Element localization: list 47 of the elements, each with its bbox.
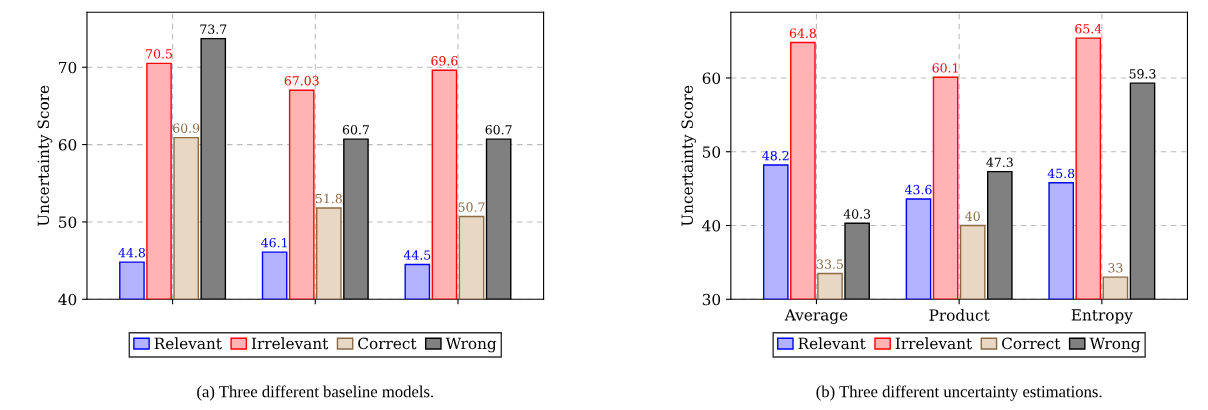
- text: (a) Three different baseline models.: [197, 385, 434, 401]
- y-tick-label: 40: [702, 219, 721, 232]
- y-tick-label: 70: [59, 61, 77, 74]
- data-label: 65.4: [1075, 24, 1102, 34]
- legend-label: Wrong: [1089, 337, 1141, 353]
- x-tick-label: Average: [784, 309, 848, 324]
- x-tick-label: Entropy: [1071, 309, 1133, 324]
- data-label: 60.7: [485, 124, 512, 135]
- y-tick-label: 50: [59, 216, 77, 228]
- data-label: 33.5: [817, 259, 843, 269]
- text: (b) Three different uncertainty estimations.: [816, 385, 1102, 401]
- y-axis-title: Uncertainty Score: [681, 85, 697, 226]
- data-label: 69.6: [431, 56, 458, 66]
- data-label: 33: [1108, 263, 1123, 273]
- legend-label: Wrong: [445, 337, 497, 353]
- data-label: 44.8: [118, 247, 145, 258]
- legend-label: Irrelevant: [895, 337, 973, 350]
- legend-label: Relevant: [154, 337, 222, 350]
- data-label: 51.8: [315, 193, 342, 204]
- y-tick-label: 40: [58, 293, 77, 306]
- data-label: 60.1: [932, 63, 958, 73]
- data-label: 67.03: [284, 76, 319, 86]
- data-label: 59.3: [1129, 69, 1156, 79]
- legend-label: Correct: [1002, 337, 1061, 350]
- legend-label: Relevant: [798, 337, 866, 350]
- data-label: 60.7: [342, 124, 369, 135]
- y-tick-label: 50: [702, 146, 721, 158]
- y-axis-title: Uncertainty Score: [37, 85, 53, 226]
- y-tick-label: 30: [702, 293, 721, 306]
- data-label: 70.5: [146, 49, 172, 59]
- data-label: 47.3: [986, 157, 1013, 168]
- data-label: 50.7: [458, 202, 485, 212]
- data-label: 48.2: [762, 150, 789, 161]
- y-tick-label: 60: [58, 139, 77, 151]
- y-tick-label: 60: [702, 72, 721, 84]
- legend-label: Correct: [358, 337, 417, 350]
- data-label: 46.1: [261, 237, 287, 248]
- data-label: 40.3: [843, 209, 871, 219]
- data-label: 73.7: [200, 24, 227, 34]
- data-label: 64.8: [789, 28, 816, 38]
- data-label: 60.9: [173, 123, 200, 133]
- data-label: 43.6: [904, 184, 932, 195]
- legend-label: Irrelevant: [251, 337, 329, 350]
- x-tick-label: Product: [929, 309, 990, 321]
- data-label: 45.8: [1047, 168, 1075, 179]
- data-label: 44.5: [403, 250, 431, 260]
- data-label: 40: [965, 211, 980, 221]
